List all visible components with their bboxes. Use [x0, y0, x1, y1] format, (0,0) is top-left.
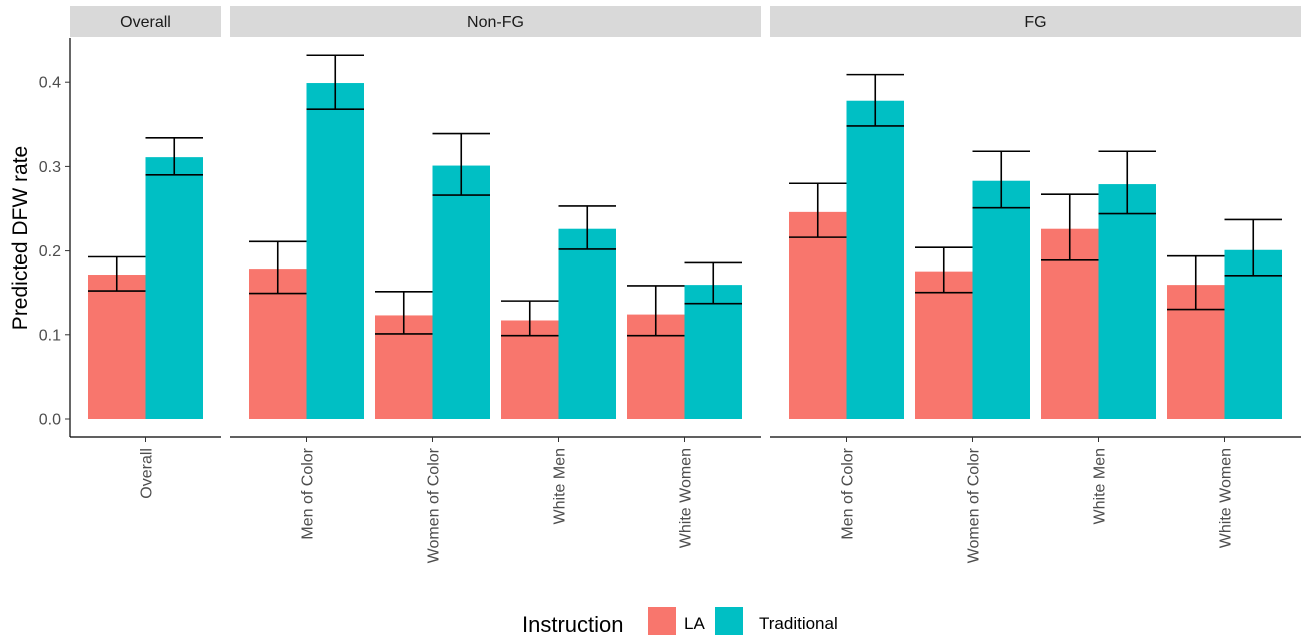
bar-la: [88, 275, 146, 419]
facet-strip-label: Non-FG: [467, 14, 524, 31]
x-tick-label: Women of Color: [426, 447, 443, 563]
x-tick-label: Men of Color: [840, 447, 857, 539]
x-tick-label: Women of Color: [966, 447, 983, 563]
error-bar: [1167, 254, 1225, 311]
x-tick-label: White Women: [678, 448, 695, 548]
legend-label: LA: [684, 614, 705, 633]
error-bar: [1041, 193, 1099, 261]
y-tick-label: 0.2: [39, 243, 61, 260]
x-tick-label: White Men: [1092, 448, 1109, 524]
bar-la: [501, 320, 559, 419]
facet-strip: [770, 6, 1301, 37]
bar-traditional: [306, 83, 364, 420]
x-tick-label: Men of Color: [300, 447, 317, 539]
error-bar: [558, 205, 616, 250]
error-bar: [846, 73, 904, 127]
y-axis-title: Predicted DFW rate: [9, 146, 32, 330]
error-bar: [375, 291, 433, 335]
bar-traditional: [558, 228, 616, 419]
error-bar: [306, 54, 364, 110]
facet-panel: FG Men of Color Women of Color White Men Whi…: [770, 6, 1301, 563]
legend-label: Traditional: [759, 614, 838, 633]
legend-key-traditional: [715, 607, 743, 635]
error-bar: [249, 240, 307, 295]
facet-panels: Overall Overall Non-FG Men of Color Women of…: [70, 6, 1301, 563]
error-bar: [684, 261, 742, 305]
error-bar: [915, 246, 973, 294]
bar-traditional: [1224, 249, 1282, 419]
facet-strip: [230, 6, 761, 37]
error-bar: [627, 285, 685, 337]
bar-la: [789, 211, 847, 419]
bar-traditional: [432, 165, 490, 419]
legend-title: Instruction: [522, 612, 624, 637]
bar-traditional: [145, 157, 203, 419]
bar-traditional: [846, 100, 904, 419]
facet-strip-label: FG: [1024, 14, 1046, 31]
error-bar: [972, 150, 1030, 209]
legend-key-la: [648, 607, 676, 635]
error-bar: [789, 182, 847, 238]
x-tick-label: White Men: [552, 448, 569, 524]
x-tick-label: Overall: [139, 448, 156, 499]
error-bar: [145, 136, 203, 176]
bar-la: [915, 271, 973, 419]
y-tick-label: 0.3: [39, 159, 61, 176]
y-tick-label: 0.1: [39, 327, 61, 344]
error-bar: [1098, 150, 1156, 215]
bar-traditional: [1098, 184, 1156, 419]
facet-panel: Non-FG Men of Color Women of Color White Me…: [230, 6, 761, 563]
error-bar: [501, 300, 559, 337]
error-bar: [432, 132, 490, 196]
error-bar: [1224, 218, 1282, 277]
error-bar: [88, 255, 146, 292]
facet-panel: Overall Overall: [70, 6, 221, 499]
y-tick-label: 0.4: [39, 75, 61, 92]
x-tick-label: White Women: [1218, 448, 1235, 548]
legend: Instruction LA Traditional: [522, 607, 838, 637]
facet-strip: [70, 6, 221, 37]
y-axis: 0.0 0.1 0.2 0.3 0.4: [39, 38, 71, 437]
y-tick-label: 0.0: [39, 412, 61, 429]
bar-traditional: [972, 180, 1030, 419]
bar-traditional: [684, 285, 742, 419]
facet-strip-label: Overall: [120, 14, 171, 31]
